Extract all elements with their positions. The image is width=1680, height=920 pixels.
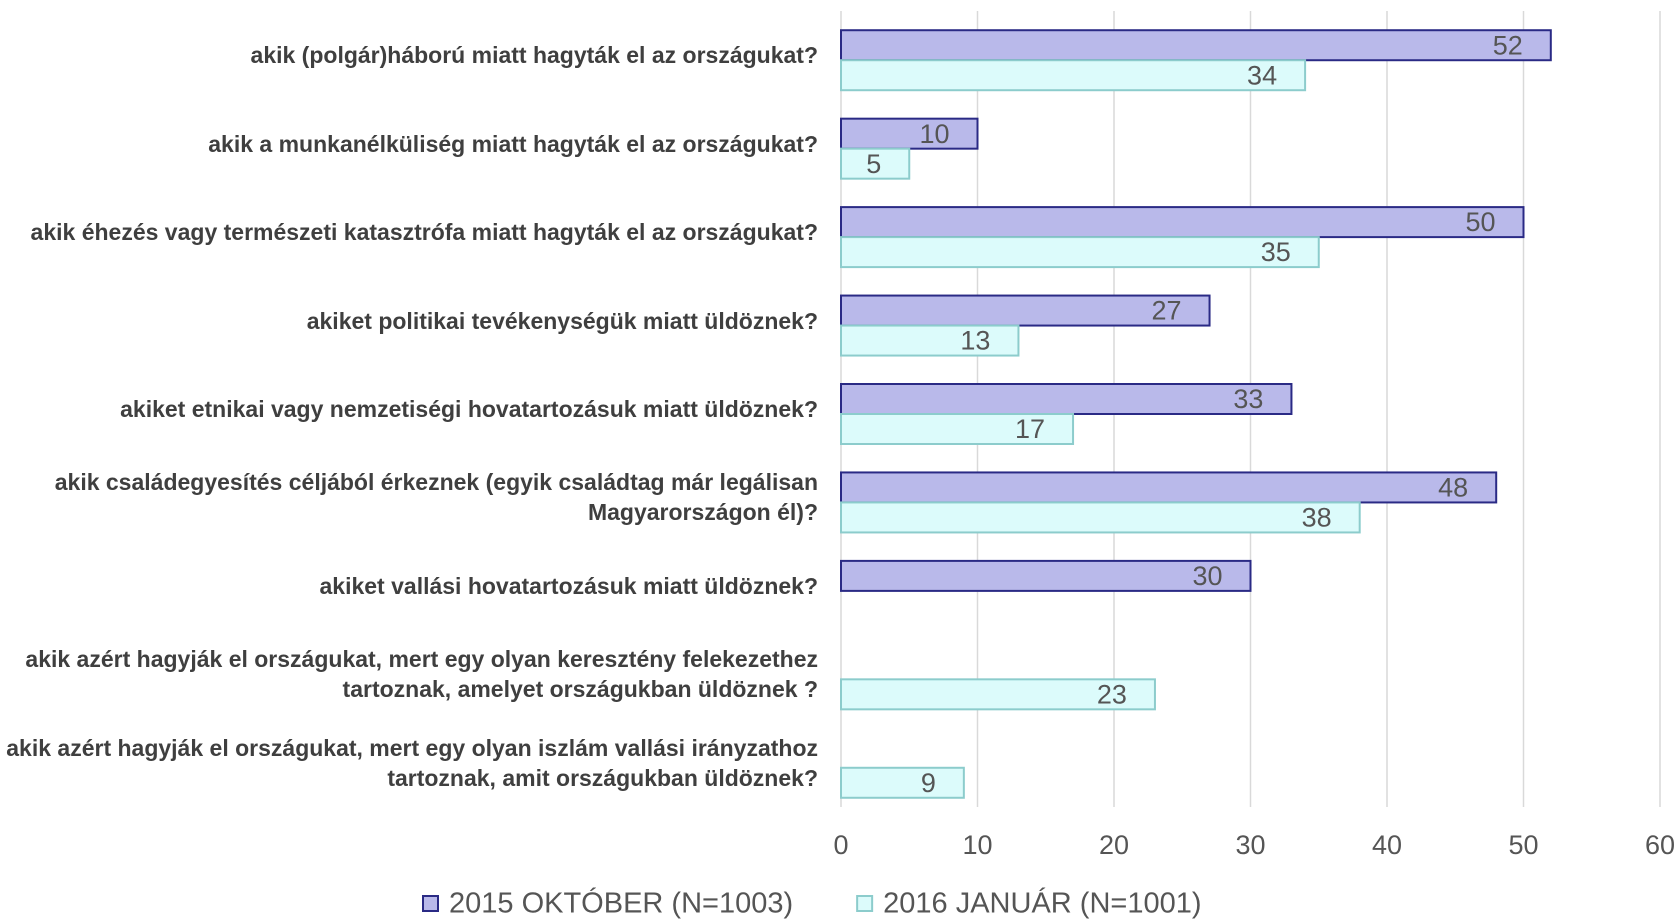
bar — [840, 236, 1320, 269]
x-tick-label: 50 — [1508, 830, 1538, 860]
value-label: 48 — [1438, 473, 1468, 503]
value-label: 5 — [866, 149, 881, 179]
bar — [840, 29, 1552, 62]
value-label: 30 — [1192, 561, 1222, 591]
category-label: akiket vallási hovatartozásuk miatt üldö… — [319, 572, 819, 599]
category-label: akiket etnikai vagy nemzetiségi hovatart… — [120, 395, 818, 422]
value-label: 33 — [1233, 384, 1263, 414]
bar — [840, 294, 1211, 327]
legend-label: 2015 OKTÓBER (N=1003) — [449, 887, 793, 920]
value-label: 13 — [960, 326, 990, 356]
bar — [840, 147, 911, 180]
value-label: 38 — [1302, 503, 1332, 533]
bar — [840, 413, 1075, 445]
value-label: 10 — [919, 119, 949, 149]
category-label: akik éhezés vagy természeti katasztrófa … — [30, 219, 818, 246]
bar — [840, 383, 1293, 415]
category-label: akik (polgár)háború miatt hagyták el az … — [250, 42, 818, 69]
bar — [840, 471, 1498, 504]
bar — [840, 766, 965, 799]
x-tick-label: 30 — [1235, 830, 1265, 860]
bar — [840, 324, 1020, 357]
bar — [840, 117, 979, 150]
x-tick-label: 0 — [833, 830, 848, 860]
bar — [840, 501, 1361, 534]
x-tick-label: 20 — [1099, 830, 1129, 860]
bar — [840, 678, 1156, 711]
bar — [840, 206, 1525, 239]
value-label: 34 — [1247, 60, 1277, 90]
category-label: akik családegyesítés céljából érkeznek (… — [54, 469, 818, 526]
value-label: 35 — [1261, 237, 1291, 267]
category-label: akik azért hagyják el országukat, mert e… — [6, 734, 818, 791]
legend-marker — [422, 895, 439, 912]
category-label: akik azért hagyják el országukat, mert e… — [25, 646, 818, 703]
bar — [840, 59, 1307, 92]
category-label: akiket politikai tevékenységük miatt üld… — [306, 307, 818, 334]
x-tick-label: 60 — [1645, 830, 1675, 860]
x-tick-label: 10 — [962, 830, 992, 860]
category-label: akik a munkanélküliség miatt hagyták el … — [208, 130, 818, 157]
value-label: 52 — [1493, 30, 1523, 60]
value-label: 9 — [921, 768, 936, 798]
legend-marker — [856, 895, 874, 912]
value-label: 50 — [1465, 207, 1495, 237]
bar — [840, 559, 1252, 592]
legend-label: 2016 JANUÁR (N=1001) — [883, 887, 1201, 920]
value-label: 17 — [1015, 414, 1045, 444]
value-label: 23 — [1097, 679, 1127, 709]
value-label: 27 — [1152, 296, 1182, 326]
x-tick-label: 40 — [1372, 830, 1402, 860]
